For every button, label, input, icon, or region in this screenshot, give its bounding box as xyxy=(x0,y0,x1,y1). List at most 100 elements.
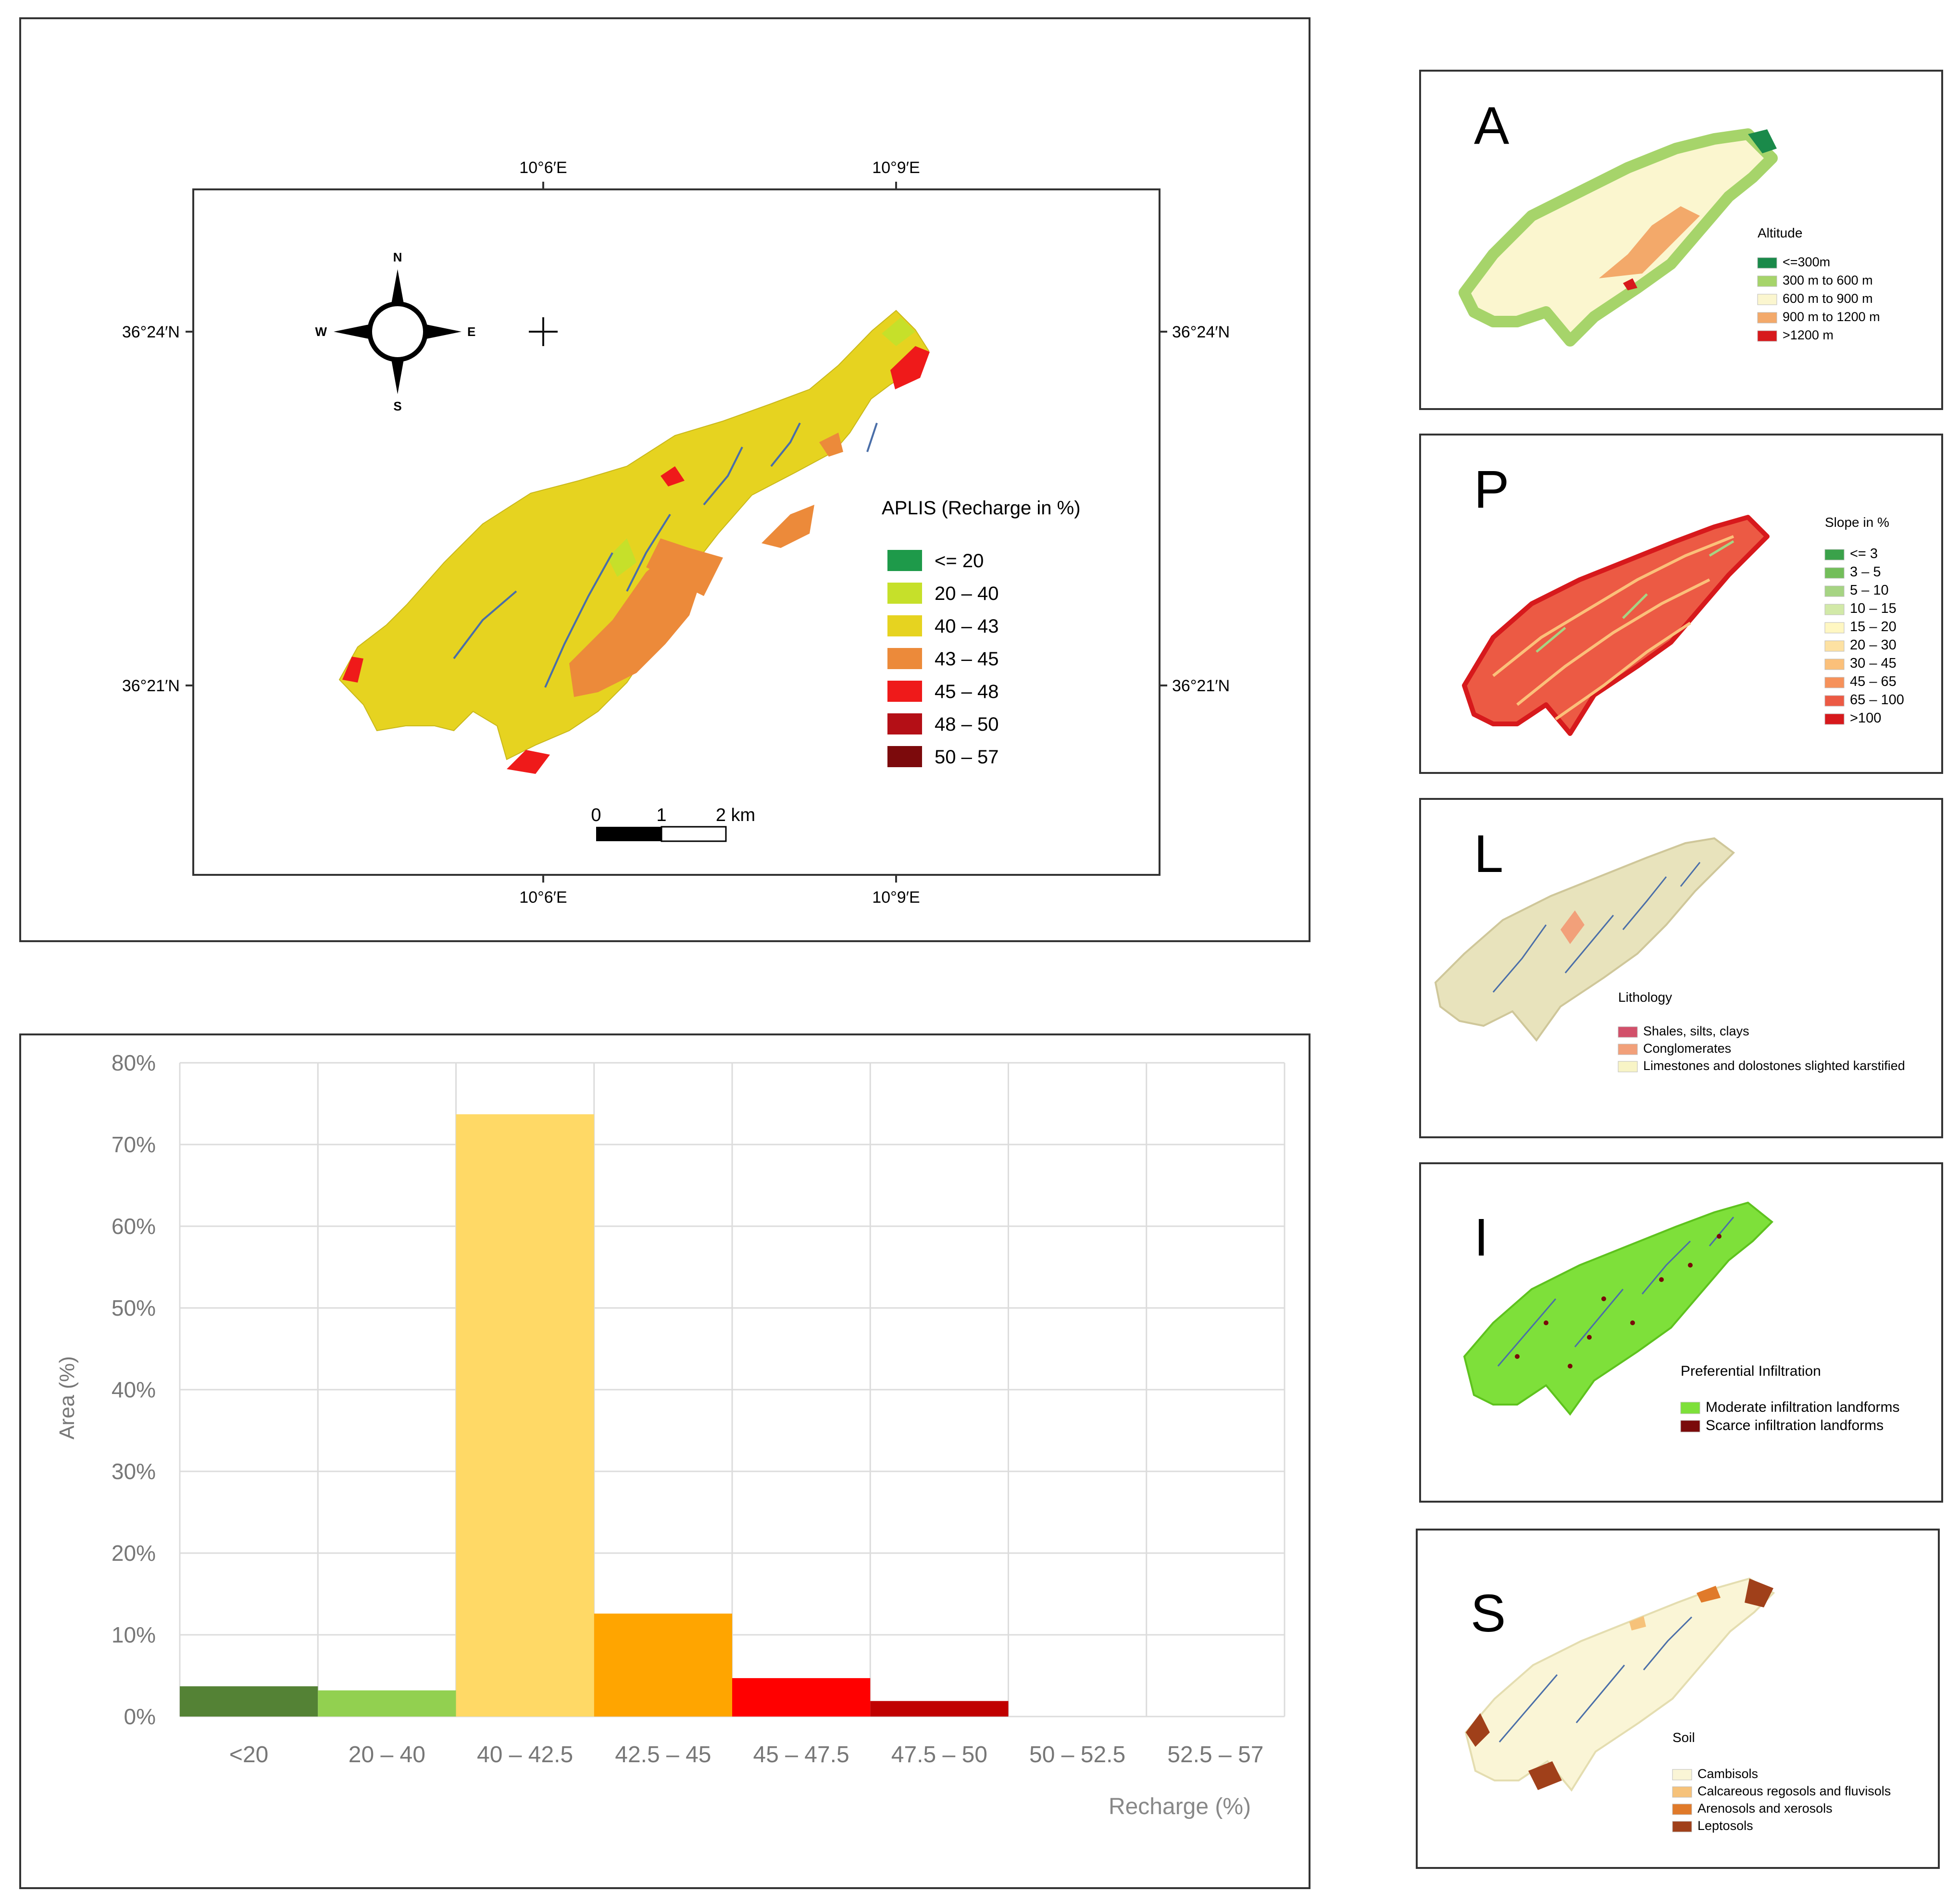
lat-label-right-bottom: 36°21′N xyxy=(1172,677,1230,695)
legend-swatch-I xyxy=(1680,1402,1700,1414)
x-tick-labels: <20 20 – 40 40 – 42.5 42.5 – 45 45 – 47.5 47.… xyxy=(229,1742,1264,1767)
legend-label-P: 3 – 5 xyxy=(1850,564,1881,580)
legend-title-S: Soil xyxy=(1672,1730,1695,1745)
legend-title-I: Preferential Infiltration xyxy=(1681,1363,1821,1379)
legend-label-S: Leptosols xyxy=(1697,1818,1753,1833)
histogram-bar xyxy=(870,1701,1009,1717)
legend-swatch-A xyxy=(1757,275,1777,287)
altitude-map xyxy=(1459,128,1778,347)
legend-swatch-L xyxy=(1618,1044,1638,1055)
y-tick-label: 0% xyxy=(124,1704,156,1729)
panel-letter-S: S xyxy=(1471,1584,1506,1643)
lat-label-left-bottom: 36°21′N xyxy=(122,677,180,695)
legend-label-A: >1200 m xyxy=(1783,328,1834,342)
recharge-map-svg: 10°6′E 10°9′E 10°6′E 10°9′E 36°24′N 36°2… xyxy=(122,159,1230,907)
legend-swatch-P xyxy=(1824,659,1845,670)
lon-label-top-left: 10°6′E xyxy=(519,159,567,177)
legend-swatch-S xyxy=(1672,1769,1692,1780)
legend-label-S: Cambisols xyxy=(1697,1767,1758,1781)
legend-label-S: Calcareous regosols and fluvisols xyxy=(1697,1784,1891,1798)
legend-swatch xyxy=(887,583,922,604)
y-tick-label: 30% xyxy=(112,1459,156,1484)
legend-swatch-P xyxy=(1824,604,1845,615)
scale-label-1: 1 xyxy=(656,805,666,825)
legend-swatch-L xyxy=(1618,1061,1638,1072)
y-tick-label: 70% xyxy=(112,1132,156,1157)
x-tick-label: 20 – 40 xyxy=(349,1742,425,1767)
slope-panel: P Slope in % <= 3 3 – 5 5 – 10 10 – 15 15 – … xyxy=(1419,434,1943,774)
legend-label-P: 30 – 45 xyxy=(1850,656,1897,671)
panel-letter-I: I xyxy=(1474,1208,1489,1267)
legend-label-I: Moderate infiltration landforms xyxy=(1706,1399,1900,1415)
histogram-bar xyxy=(456,1114,594,1717)
histogram-bar xyxy=(318,1690,456,1717)
legend-label-A: 300 m to 600 m xyxy=(1783,273,1873,287)
map-frame xyxy=(192,188,1160,876)
x-tick-label: 52.5 – 57 xyxy=(1167,1742,1263,1767)
altitude-map-svg: A Altitude <=300m 300 m to 600 m 600 m to … xyxy=(1459,96,1880,347)
y-tick-label: 80% xyxy=(112,1050,156,1075)
infiltration-map xyxy=(1463,1201,1773,1416)
legend-title-L: Lithology xyxy=(1618,990,1672,1005)
chart-bars xyxy=(180,1114,1009,1717)
legend-swatch-L xyxy=(1618,1026,1638,1038)
legend-swatch-P xyxy=(1824,713,1845,725)
legend-label: <= 20 xyxy=(935,550,984,572)
legend-label-L: Shales, silts, clays xyxy=(1643,1024,1749,1038)
panel-letter-L: L xyxy=(1474,824,1503,884)
legend-label-S: Arenosols and xerosols xyxy=(1697,1801,1833,1816)
legend-swatch-A xyxy=(1757,257,1777,269)
histogram-bar xyxy=(594,1613,732,1717)
soil-map-svg: S Soil Cambisols Calcareous regosols and … xyxy=(1464,1577,1891,1833)
compass-w: W xyxy=(315,324,327,339)
y-axis-label: Area (%) xyxy=(55,1356,79,1440)
legend-label-A: <=300m xyxy=(1783,255,1830,269)
y-tick-labels: 0% 10% 20% 30% 40% 50% 60% 70% 80% xyxy=(112,1050,156,1729)
lat-label-left-top: 36°24′N xyxy=(122,323,180,341)
recharge-histogram-panel: 0% 10% 20% 30% 40% 50% 60% 70% 80% <20 20 – 40 40 … xyxy=(19,1033,1310,1889)
x-tick-label: 45 – 47.5 xyxy=(753,1742,849,1767)
legend-swatch-P xyxy=(1824,622,1845,634)
legend-swatch-A xyxy=(1757,312,1777,324)
lithology-map xyxy=(1434,837,1735,1042)
legend-label-P: 65 – 100 xyxy=(1850,692,1904,708)
legend-label-P: >100 xyxy=(1850,710,1881,726)
lithology-map-svg: L Lithology Shales, silts, clays Conglome… xyxy=(1434,824,1905,1073)
legend-swatch-S xyxy=(1672,1804,1692,1815)
legend-label-P: 45 – 65 xyxy=(1850,674,1897,689)
slope-map-svg: P Slope in % <= 3 3 – 5 5 – 10 10 – 15 15 – … xyxy=(1462,460,1904,736)
soil-panel: S Soil Cambisols Calcareous regosols and … xyxy=(1416,1529,1940,1869)
soil-map xyxy=(1464,1577,1775,1792)
legend-label-P: 15 – 20 xyxy=(1850,619,1897,635)
y-tick-label: 60% xyxy=(112,1214,156,1239)
legend-title-A: Altitude xyxy=(1758,225,1802,240)
histogram-bar xyxy=(732,1678,871,1717)
legend-swatch-I xyxy=(1680,1420,1700,1432)
legend-swatch-P xyxy=(1824,695,1845,707)
legend-swatch-S xyxy=(1672,1821,1692,1832)
recharge-map-panel: 10°6′E 10°9′E 10°6′E 10°9′E 36°24′N 36°2… xyxy=(19,17,1310,942)
lon-label-bottom-right: 10°9′E xyxy=(872,888,920,907)
legend-label-L: Conglomerates xyxy=(1643,1041,1731,1056)
histogram-bar xyxy=(180,1686,318,1717)
legend-swatch xyxy=(887,681,922,702)
legend-swatch-P xyxy=(1824,677,1845,688)
legend-title: APLIS (Recharge in %) xyxy=(882,498,1081,519)
legend-swatch-A xyxy=(1757,294,1777,305)
y-tick-label: 40% xyxy=(112,1377,156,1402)
legend-label-P: <= 3 xyxy=(1850,546,1878,561)
legend-label-P: 20 – 30 xyxy=(1850,637,1897,653)
map-legend: APLIS (Recharge in %) <= 20 20 – 40 40 – 4… xyxy=(882,498,1081,768)
infiltration-map-svg: I Preferential Infiltration Moderate inf… xyxy=(1463,1201,1900,1433)
slope-map xyxy=(1462,515,1770,736)
legend-label-P: 10 – 15 xyxy=(1850,601,1897,616)
y-tick-label: 20% xyxy=(112,1541,156,1566)
panel-letter-P: P xyxy=(1474,460,1509,519)
study-area-map xyxy=(338,310,930,774)
scale-label-0: 0 xyxy=(591,805,601,825)
legend-label-P: 5 – 10 xyxy=(1850,583,1889,598)
lon-label-top-right: 10°9′E xyxy=(872,159,920,177)
legend-label: 50 – 57 xyxy=(935,747,998,768)
altitude-panel: A Altitude <=300m 300 m to 600 m 600 m to … xyxy=(1419,70,1943,410)
legend-label-A: 600 m to 900 m xyxy=(1783,291,1873,306)
